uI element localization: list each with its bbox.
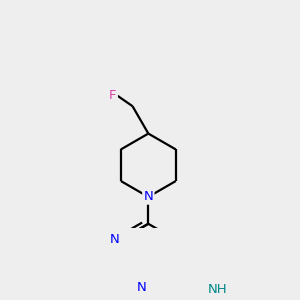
Text: N: N [110,233,119,246]
Text: N: N [137,280,147,294]
Text: NH: NH [208,283,227,296]
Text: N: N [143,190,153,203]
Text: F: F [109,89,117,102]
